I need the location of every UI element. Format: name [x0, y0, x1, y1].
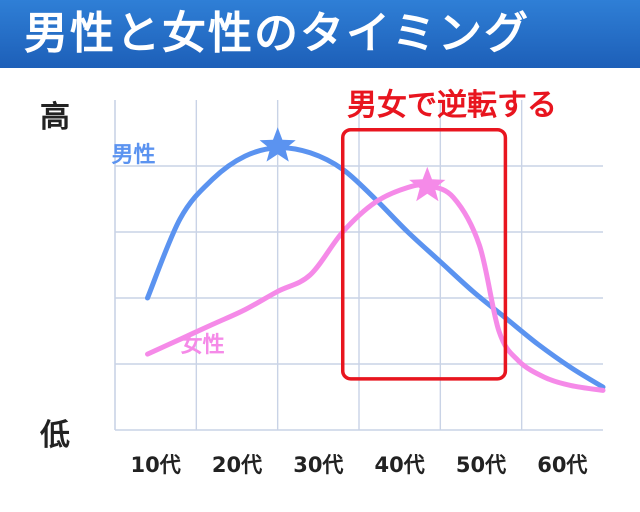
annotation-box	[340, 127, 508, 381]
x-tick-label: 30代	[293, 453, 343, 477]
x-tick-label: 60代	[537, 453, 587, 477]
grid	[114, 100, 603, 431]
title-banner: 男性と女性のタイミング	[0, 0, 640, 68]
y-axis-high-label: 高	[40, 100, 70, 135]
series-line-1	[145, 145, 606, 390]
x-tick-label: 20代	[212, 453, 262, 477]
series-label: 女性	[181, 332, 225, 358]
series-line-2	[145, 182, 606, 393]
series-lines	[145, 127, 606, 393]
peak-star-icon	[409, 166, 446, 202]
x-tick-label: 10代	[131, 453, 181, 477]
annotation	[340, 127, 508, 381]
y-axis-low-label: 低	[40, 418, 70, 453]
chart-title: 男性と女性のタイミング	[24, 8, 530, 59]
annotation-text: 男女で逆転する	[347, 88, 557, 123]
series-label: 男性	[112, 143, 156, 168]
x-tick-label: 40代	[375, 453, 425, 477]
peak-star-icon	[259, 127, 296, 162]
x-tick-label: 50代	[456, 453, 506, 477]
